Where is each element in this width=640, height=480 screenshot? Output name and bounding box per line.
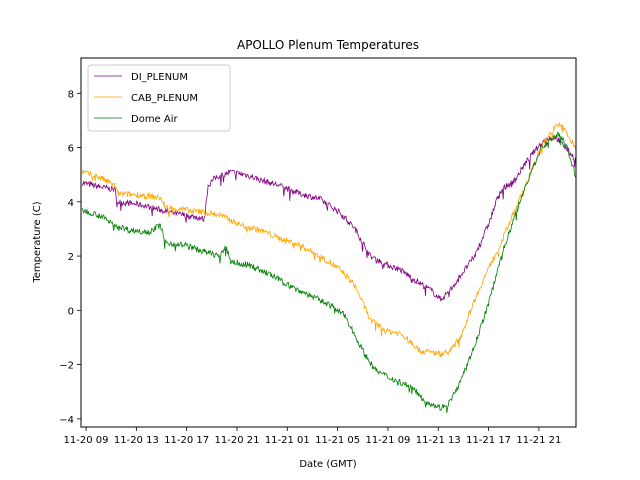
x-tick-label: 11-21 05 [315,435,360,446]
y-tick-label: 4 [68,198,74,209]
legend-box [87,64,231,132]
series-line-dome-air [81,131,576,414]
y-tick-label: −4 [59,415,74,426]
legend-label: CAB_PLENUM [131,93,198,104]
x-tick-label: 11-21 09 [365,435,410,446]
axes-frame [80,57,577,428]
y-tick-label: 6 [68,144,74,155]
x-tick-label: 11-20 17 [164,435,209,446]
y-tick-label: 8 [68,89,74,100]
x-axis: 11-20 09 11-20 13 11-20 17 11-20 21 11-21 01… [64,427,561,446]
series-line-cab-plenum [81,122,576,358]
y-axis-label: Temperature (C) [32,201,43,283]
legend-label: Dome Air [131,114,179,125]
x-axis-label: Date (GMT) [299,459,356,470]
y-axis: −4 −2 0 2 4 6 8 [59,89,81,426]
x-tick-label: 11-21 13 [416,435,461,446]
x-tick-label: 11-20 13 [114,435,159,446]
y-tick-label: 2 [68,252,74,263]
y-tick-label: 0 [68,306,74,317]
x-tick-label: 11-20 09 [64,435,109,446]
x-tick-label: 11-21 21 [516,435,561,446]
legend: DI_PLENUM CAB_PLENUM Dome Air [87,64,231,132]
legend-label: DI_PLENUM [131,72,188,83]
chart-title: APOLLO Plenum Temperatures [237,38,419,52]
y-tick-label: −2 [59,361,74,372]
plot-area [81,122,576,414]
x-tick-label: 11-20 21 [215,435,260,446]
series-line-di-plenum [81,135,576,302]
x-tick-label: 11-21 17 [466,435,511,446]
x-tick-label: 11-21 01 [265,435,310,446]
